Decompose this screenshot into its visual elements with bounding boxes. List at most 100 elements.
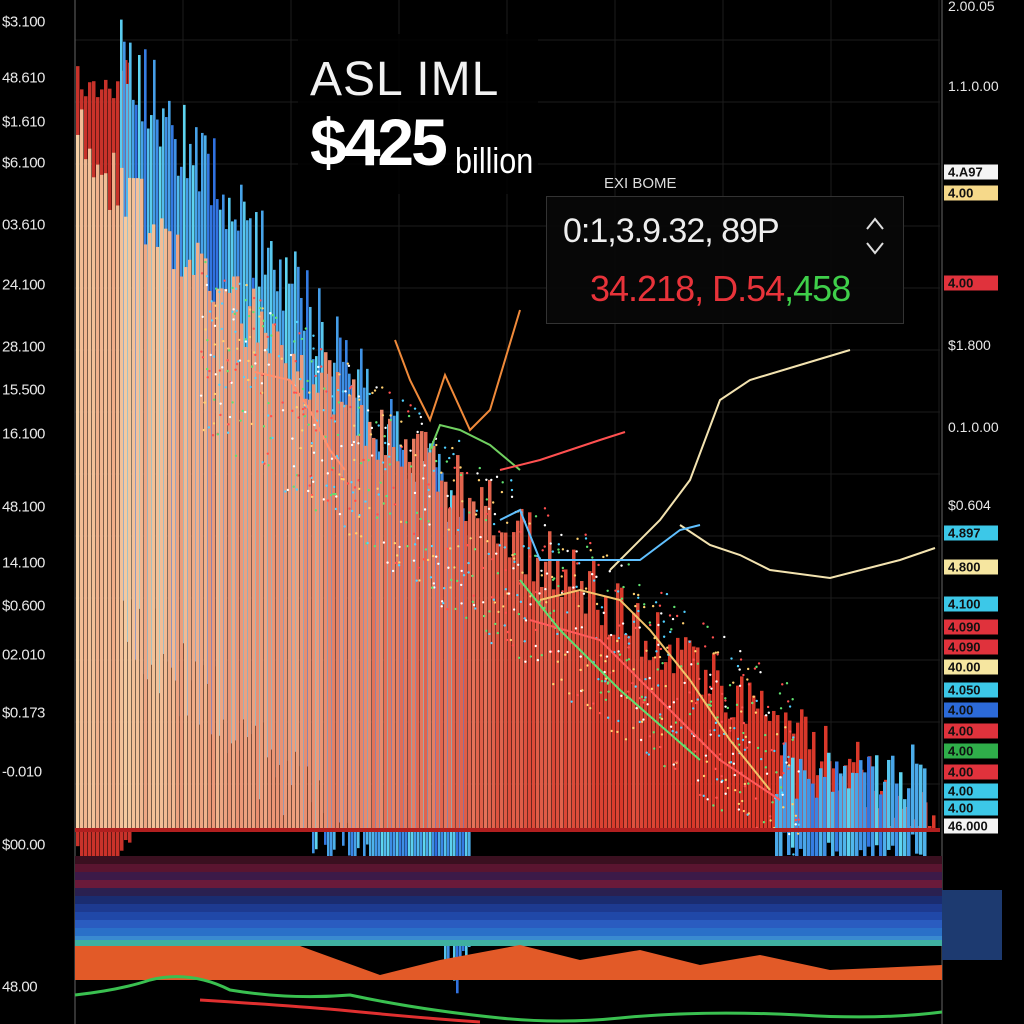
dot-deco <box>534 628 538 632</box>
dot-deco <box>482 614 486 618</box>
dot-deco <box>561 590 564 593</box>
dot-deco <box>702 622 705 625</box>
dot-deco <box>312 347 315 350</box>
dot-deco <box>322 408 325 412</box>
dot-deco <box>418 579 421 582</box>
dot-deco <box>720 720 724 724</box>
dot-deco <box>513 557 516 560</box>
right-label: $0.604 <box>948 497 991 513</box>
dot-deco <box>797 823 801 826</box>
dot-deco <box>383 435 386 438</box>
dot-deco <box>319 348 323 351</box>
line-deco <box>519 579 701 761</box>
dot-deco <box>709 733 712 736</box>
left-label: 48.100 <box>2 498 45 516</box>
dot-deco <box>237 360 240 363</box>
dot-deco <box>496 631 499 635</box>
dot-deco <box>543 545 546 548</box>
dot-deco <box>627 658 631 661</box>
dot-deco <box>716 651 720 654</box>
dot-deco <box>244 410 247 414</box>
dot-deco <box>672 763 675 766</box>
line-deco <box>539 588 771 791</box>
dot-deco <box>340 477 343 481</box>
dot-deco <box>764 749 767 753</box>
dot-deco <box>741 706 744 709</box>
dot-deco <box>488 484 491 487</box>
dot-deco <box>511 644 515 647</box>
dot-deco <box>351 509 354 513</box>
dot-deco <box>502 605 505 608</box>
ticker: ASL IML <box>310 53 500 106</box>
dot-deco <box>205 275 209 278</box>
dot-deco <box>529 655 533 658</box>
dot-deco <box>476 472 479 475</box>
dot-deco <box>549 612 552 615</box>
dot-deco <box>602 611 605 615</box>
dot-deco <box>590 572 594 576</box>
dot-deco <box>704 754 708 757</box>
dot-deco <box>376 513 379 516</box>
right-label: 4.100 <box>944 596 998 612</box>
dot-deco <box>637 609 640 613</box>
line-deco <box>529 619 781 801</box>
dot-deco <box>446 607 449 611</box>
dot-deco <box>343 525 346 528</box>
dot-deco <box>310 442 314 445</box>
dot-deco <box>653 656 657 659</box>
dot-deco <box>742 673 745 677</box>
dot-deco <box>357 406 361 409</box>
left-label: 28.100 <box>2 338 45 356</box>
bar-deco <box>120 167 124 830</box>
dot-deco <box>423 464 426 467</box>
dot-deco <box>568 692 571 695</box>
dot-deco <box>696 779 700 782</box>
line-deco <box>499 431 626 471</box>
quote-time: 0:1,3.9.32, 89P <box>563 212 780 250</box>
dot-deco <box>440 605 443 608</box>
dot-deco <box>699 793 702 797</box>
dot-deco <box>695 701 698 705</box>
dot-deco <box>270 334 273 337</box>
dot-deco <box>445 460 449 463</box>
bar-deco <box>92 177 96 830</box>
wave-deco <box>74 975 943 1023</box>
dot-deco <box>223 279 226 282</box>
dot-deco <box>389 414 392 417</box>
dot-deco <box>423 508 427 511</box>
dot-deco <box>248 335 252 339</box>
dot-deco <box>252 327 255 330</box>
dot-deco <box>767 711 771 714</box>
dot-deco <box>266 348 269 351</box>
dot-deco <box>556 632 559 636</box>
bar-deco <box>316 392 320 830</box>
dot-deco <box>496 572 500 575</box>
dot-deco <box>509 638 513 642</box>
dot-deco <box>732 762 736 765</box>
dot-deco <box>666 646 669 649</box>
dot-deco <box>584 587 588 590</box>
dot-deco <box>300 337 304 341</box>
dot-deco <box>586 664 589 667</box>
bar-deco <box>716 670 720 830</box>
dot-deco <box>782 742 785 745</box>
bar-deco <box>160 218 164 830</box>
dot-deco <box>262 425 266 428</box>
right-label: 46.000 <box>944 818 998 834</box>
bar-deco <box>879 794 883 885</box>
bar-deco <box>624 633 628 830</box>
dot-deco <box>449 547 452 550</box>
dot-deco <box>657 623 660 627</box>
dot-deco <box>398 561 401 564</box>
dot-deco <box>738 668 741 671</box>
dot-deco <box>252 351 256 354</box>
dot-deco <box>589 541 592 545</box>
dot-deco <box>614 589 617 592</box>
dot-deco <box>485 478 488 482</box>
dot-deco <box>644 696 647 699</box>
dot-deco <box>481 566 485 570</box>
dot-deco <box>368 392 371 396</box>
dot-deco <box>211 434 215 437</box>
dot-deco <box>618 653 622 656</box>
dot-deco <box>632 620 636 623</box>
